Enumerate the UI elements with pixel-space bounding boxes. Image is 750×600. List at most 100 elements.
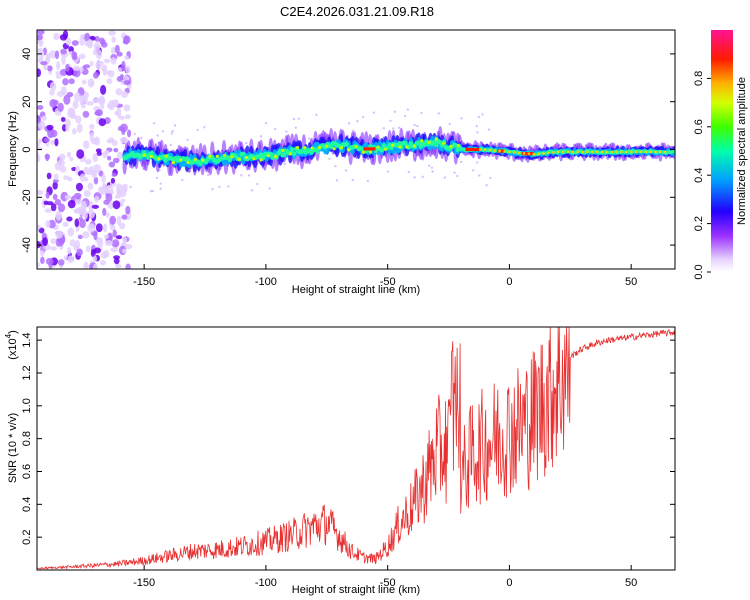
noise-blob <box>113 257 120 265</box>
snr-multiplier-exponent: 4 <box>4 333 13 338</box>
heatmap-y-tick-label: 0 <box>21 146 33 152</box>
noise-blob <box>93 176 99 185</box>
noise-blob <box>119 222 126 230</box>
noise-blob <box>110 247 119 253</box>
scatter-point <box>431 170 434 173</box>
ridge-layer-3 <box>198 160 203 166</box>
scatter-point <box>460 117 463 120</box>
noise-blob <box>106 78 113 84</box>
ridge-peak <box>586 150 589 154</box>
scatter-point <box>382 127 385 130</box>
snr-y-tick-label: 1.4 <box>21 332 33 347</box>
noise-blob <box>100 41 108 48</box>
noise-blob <box>54 198 62 206</box>
ridge-peak <box>571 150 575 154</box>
noise-blob <box>98 170 104 177</box>
noise-blob <box>37 34 44 41</box>
scatter-point <box>247 174 251 177</box>
noise-blob <box>50 203 57 212</box>
scatter-point <box>421 175 425 179</box>
noise-blob <box>104 58 110 64</box>
snr-y-tick-label: 1.0 <box>21 398 33 413</box>
ridge-peak <box>259 158 263 162</box>
noise-blob <box>57 102 64 112</box>
noise-blob <box>115 235 123 240</box>
noise-blob <box>66 151 72 158</box>
scatter-point <box>186 138 189 142</box>
noise-blob <box>90 248 96 258</box>
noise-blob <box>123 104 131 112</box>
ridge-peak <box>527 152 531 156</box>
scatter-point <box>403 114 407 118</box>
noise-blob <box>37 189 44 196</box>
snr-y-label: SNR (10 * v/v) <box>7 413 19 483</box>
snr-x-tick-label: -150 <box>133 577 155 589</box>
noise-blob <box>104 239 113 246</box>
ridge-peak <box>237 157 241 161</box>
ridge-layer-3 <box>397 140 402 146</box>
heatmap-y-tick-label: -40 <box>21 237 33 253</box>
noise-blob <box>127 129 132 138</box>
scatter-point <box>372 111 376 114</box>
scatter-point <box>181 178 184 182</box>
noise-blob <box>83 261 89 269</box>
noise-blob <box>111 100 119 107</box>
noise-blob <box>79 97 85 106</box>
noise-blob <box>92 153 99 163</box>
scatter-point <box>476 161 479 164</box>
noise-blob <box>60 48 67 55</box>
noise-blob <box>74 239 81 250</box>
noise-blob <box>37 138 43 144</box>
noise-blob <box>75 182 83 192</box>
scatter-point <box>159 182 162 185</box>
ridge-peak <box>142 153 146 157</box>
noise-blob <box>89 60 94 67</box>
noise-blob <box>125 65 131 74</box>
scatter-point <box>259 135 263 138</box>
colorbar-tick-label: 0.2 <box>693 216 705 231</box>
ridge-layer-3 <box>291 151 297 157</box>
noise-blob <box>72 100 79 110</box>
ridge-peak <box>442 141 446 146</box>
noise-blob <box>63 94 71 105</box>
noise-blob <box>78 53 86 60</box>
noise-blob <box>112 200 121 210</box>
ridge-peak <box>303 146 307 150</box>
scatter-point <box>459 160 463 164</box>
ridge-peak <box>252 157 256 161</box>
noise-blob <box>46 124 54 131</box>
snr-multiplier-base: (x10 <box>7 338 19 359</box>
noise-blob <box>44 208 53 213</box>
svg-text:(x104): (x104) <box>4 330 19 360</box>
noise-blob <box>71 51 76 60</box>
noise-blob <box>64 194 71 200</box>
noise-blob <box>122 248 127 254</box>
scatter-point <box>308 137 311 140</box>
noise-blob <box>125 205 131 215</box>
ridge-peak <box>551 151 555 154</box>
ridge-peak <box>556 150 560 154</box>
scatter-point <box>356 119 359 123</box>
noise-blob <box>92 263 98 269</box>
scatter-point <box>268 187 271 190</box>
noise-blob <box>111 36 116 43</box>
scatter-point <box>420 111 423 115</box>
scatter-point <box>407 170 411 174</box>
heatmap-x-tick-label: -50 <box>380 276 396 288</box>
scatter-point <box>149 190 153 193</box>
ridge-peak <box>532 152 536 156</box>
noise-blob <box>40 61 48 66</box>
noise-blob <box>68 46 74 53</box>
noise-blob <box>96 151 102 156</box>
ridge-peak <box>200 158 205 162</box>
scatter-point <box>152 122 156 125</box>
scatter-point <box>250 189 254 192</box>
ridge-peak <box>581 150 584 154</box>
noise-blob <box>94 110 101 116</box>
noise-blob <box>102 207 107 217</box>
heatmap-marks <box>37 30 675 269</box>
heatmap-x-tick-label: 50 <box>625 276 637 288</box>
noise-blob <box>117 67 123 73</box>
ridge-peak <box>522 152 526 155</box>
noise-blob <box>116 186 121 197</box>
